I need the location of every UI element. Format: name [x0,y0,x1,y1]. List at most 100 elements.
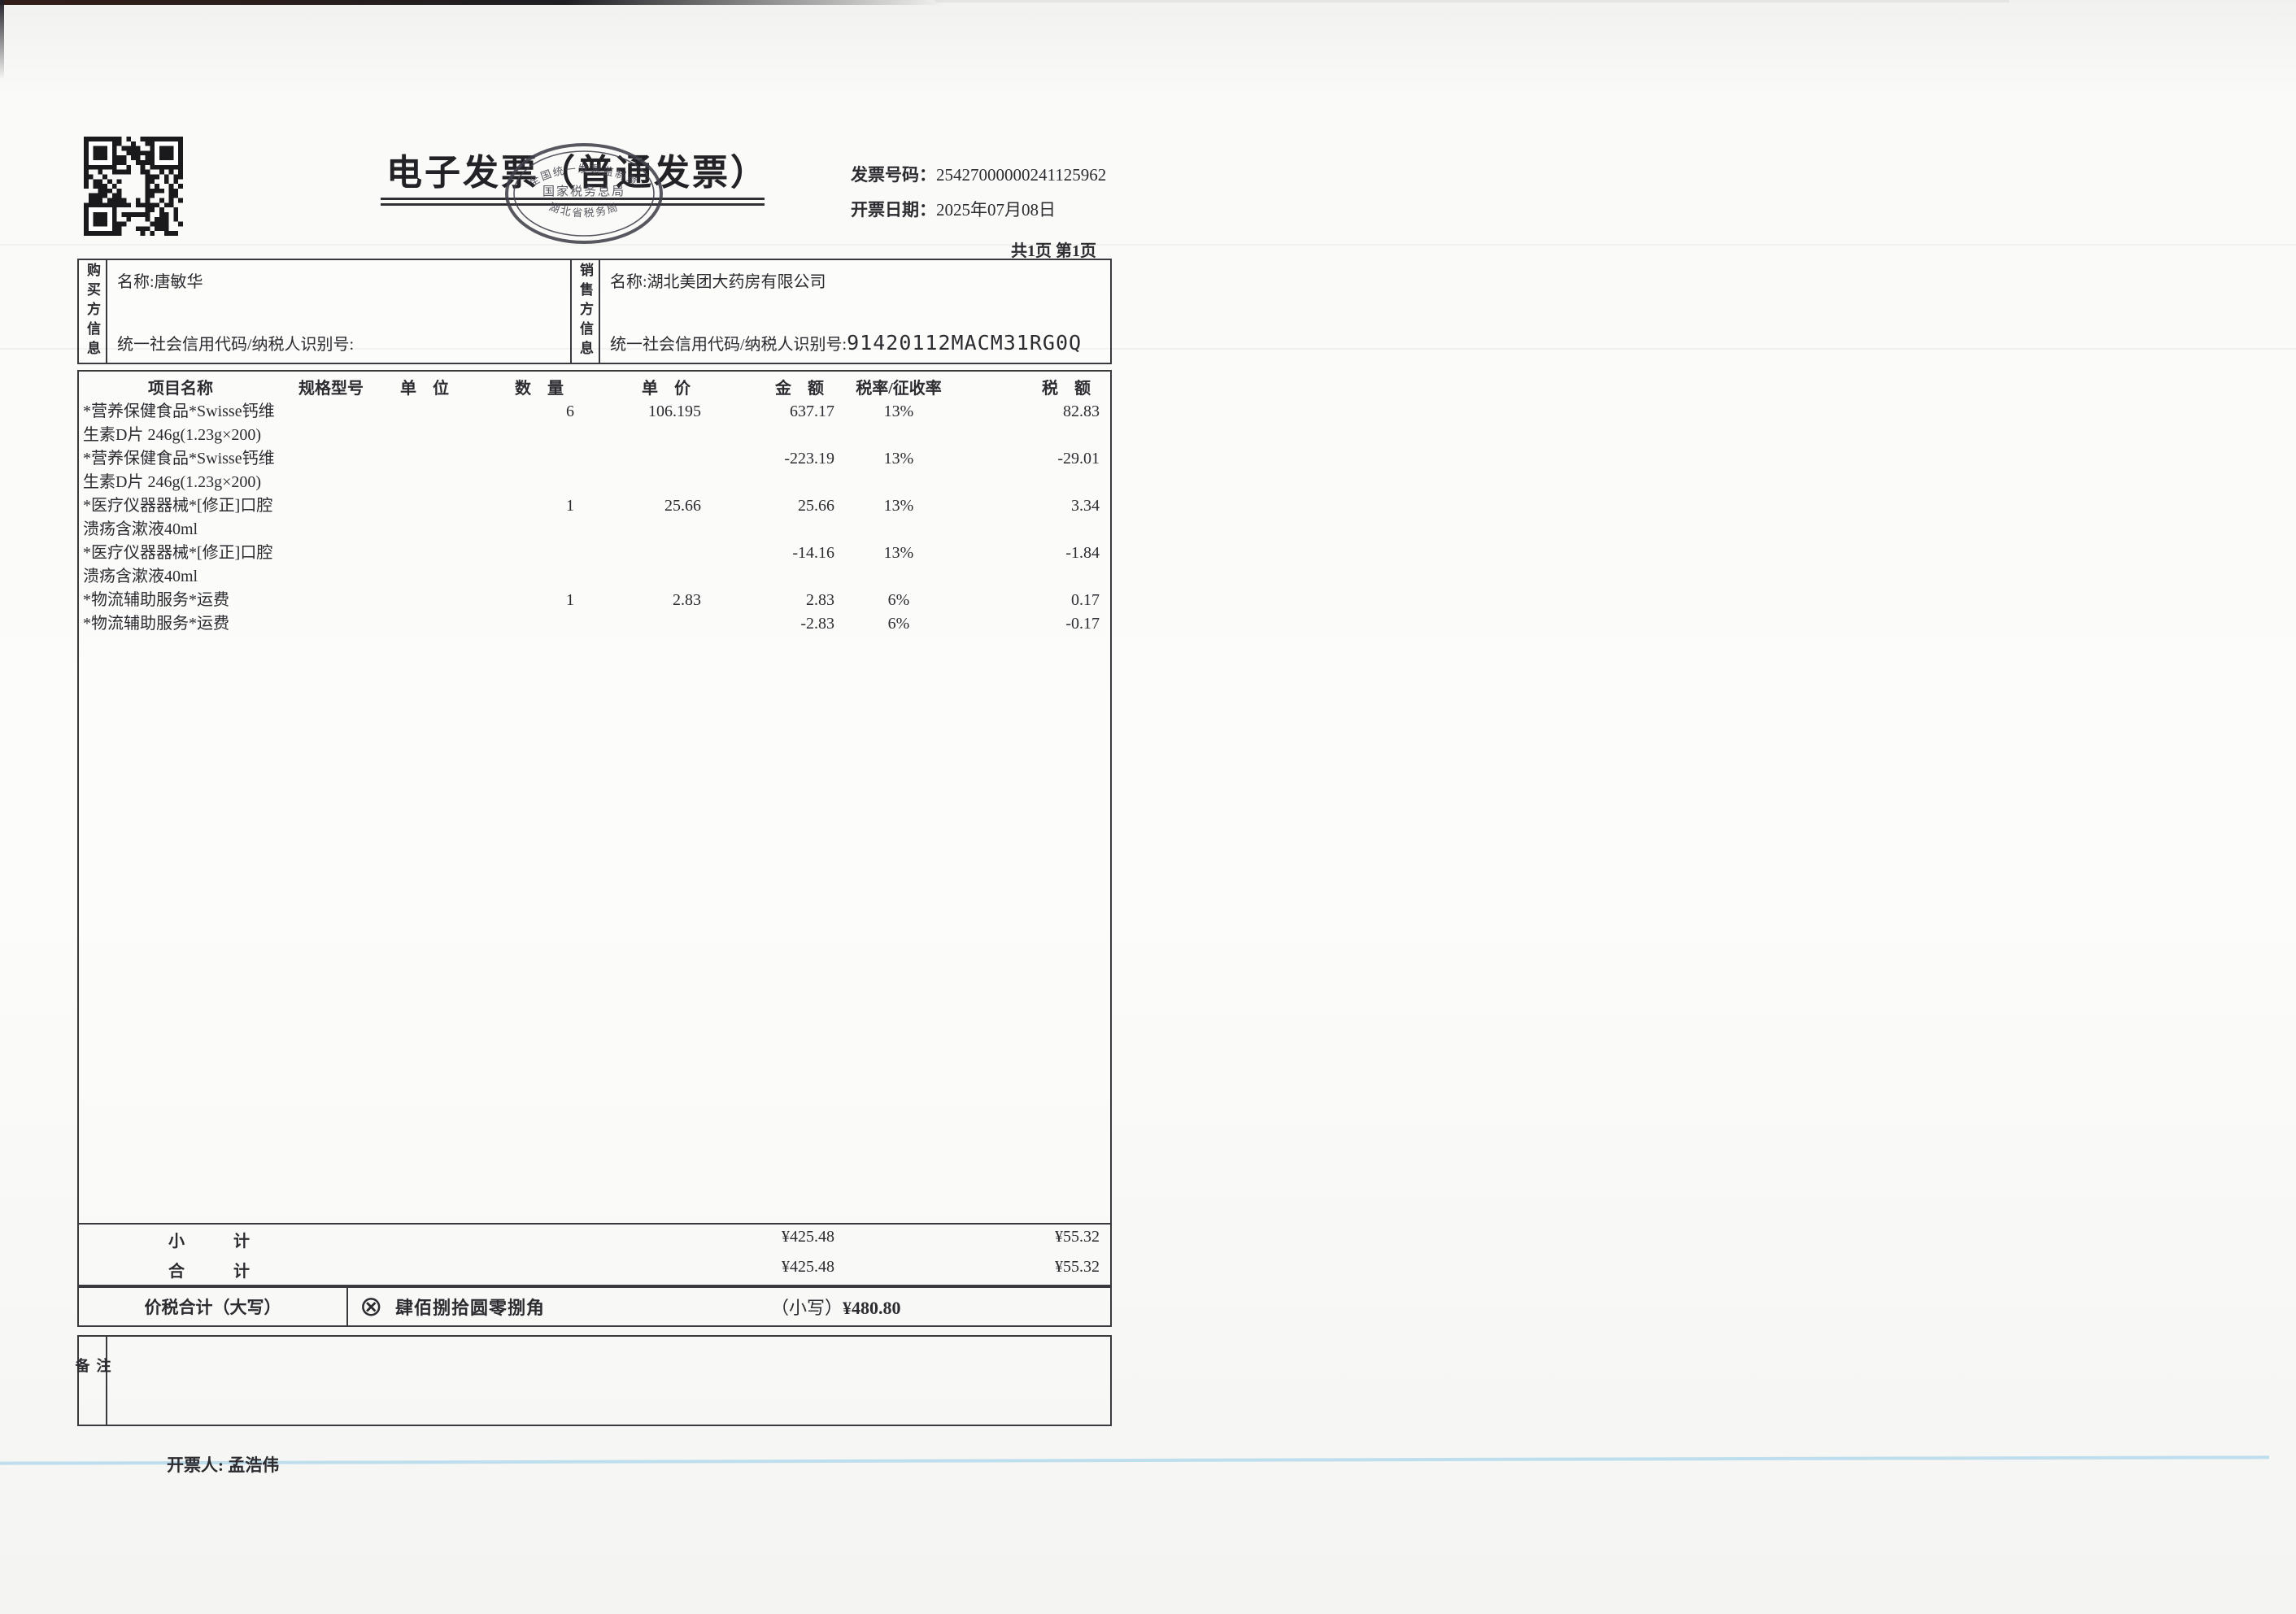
item-name: *医疗仪器器械*[修正]口腔溃疡含漱液40ml [83,544,273,585]
scan-edge-top-faint [935,0,2009,2]
item-tax-rate: 6% [887,591,910,609]
tax-supervision-stamp: 全国统一发票监制章 国家税务总局 湖北省税务局 [505,143,663,244]
header-amount: 金 额 [775,380,824,398]
item-name: *物流辅助服务*运费 [83,615,229,633]
item-tax-rate: 13% [883,450,914,468]
header-unit: 单 位 [400,380,449,398]
item-unit [380,400,469,447]
item-unit [380,612,469,636]
buyer-info: 名称:唐敏华 统一社会信用代码/纳税人识别号: [107,260,572,363]
seller-name-label: 名称: [610,273,647,291]
table-row: *营养保健食品*Swisse钙维生素D片 246g(1.23g×200) -22… [79,447,1110,494]
header-tax-amount: 税 额 [1042,380,1091,398]
item-price: 2.83 [673,591,701,609]
scan-edge-left [0,0,4,80]
grand-total-in-words: 肆佰捌拾圆零捌角 [395,1298,546,1318]
items-table-body: *营养保健食品*Swisse钙维生素D片 246g(1.23g×200) 6 1… [79,400,1110,636]
remark-label: 备注 [74,1337,111,1425]
item-name: *物流辅助服务*运费 [83,591,229,609]
table-row: *物流辅助服务*运费 -2.83 6% -0.17 [79,612,1110,636]
issuer-row: 开票人: 孟浩伟 [167,1452,279,1477]
seller-taxid-label: 统一社会信用代码/纳税人识别号: [610,336,847,354]
invoice-date-label: 开票日期： [851,200,936,220]
stamp-bottom-text: 湖北省税务局 [547,200,619,219]
buyer-panel-label: 购买方信息 [79,260,107,363]
item-price [576,447,703,494]
invoice-number-row: 发票号码：25427000000241125962 [851,162,1106,186]
invoice-number-label: 发票号码： [851,165,936,185]
item-unit [380,447,469,494]
header-qty: 数 量 [515,380,564,398]
item-amount: 25.66 [798,497,834,515]
subtotal-amount: ¥425.48 [782,1228,834,1246]
title-underline [381,198,765,200]
item-spec [282,612,380,636]
issuer-label: 开票人: [167,1455,224,1475]
item-qty [469,447,576,494]
grand-total-label: 价税合计（大写） [79,1288,348,1325]
grand-total-separator [79,1285,1110,1288]
item-tax-rate: 13% [883,402,914,420]
scan-blue-line-artifact [0,1455,2270,1465]
invoice-title: 电子发票（普通发票） [386,153,769,193]
subtotal-row: 小 计 ¥425.48 ¥55.32 [79,1225,1110,1255]
item-spec [282,589,380,612]
item-amount: -14.16 [792,544,834,562]
item-tax: -1.84 [1065,544,1100,562]
scan-band [0,348,2296,350]
total-tax: ¥55.32 [1055,1258,1100,1276]
items-table-header: 项目名称 规格型号 单 位 数 量 单 价 金 额 税率/征收率 税 额 [79,372,1110,398]
header-item-name: 项目名称 [148,380,213,398]
item-tax-rate: 13% [883,544,914,562]
item-amount: -2.83 [800,615,834,633]
item-tax-rate: 13% [883,497,914,515]
item-amount: 2.83 [806,591,834,609]
header-tax-rate: 税率/征收率 [856,380,942,398]
item-spec [282,542,380,589]
items-table: 项目名称 规格型号 单 位 数 量 单 价 金 额 税率/征收率 税 额 *营养… [77,370,1112,1327]
item-qty: 1 [566,497,574,515]
item-name: *营养保健食品*Swisse钙维生素D片 246g(1.23g×200) [83,402,275,444]
svg-text:湖北省税务局: 湖北省税务局 [547,200,621,219]
circle-x-icon: ⊗ [359,1290,383,1323]
item-tax: -29.01 [1057,450,1100,468]
item-amount: -223.19 [784,450,834,468]
table-row: *医疗仪器器械*[修正]口腔溃疡含漱液40ml -14.16 13% -1.84 [79,542,1110,589]
item-unit [380,542,469,589]
header-spec: 规格型号 [298,380,364,398]
item-spec [282,447,380,494]
item-price [576,612,703,636]
item-amount: 637.17 [790,402,834,420]
item-qty: 6 [566,402,574,420]
seller-name-value: 湖北美团大药房有限公司 [647,273,826,291]
buyer-name-value: 唐敏华 [154,273,203,291]
item-name: *营养保健食品*Swisse钙维生素D片 246g(1.23g×200) [83,450,275,491]
item-tax: 82.83 [1063,402,1100,420]
grand-total-row: 价税合计（大写） ⊗ 肆佰捌拾圆零捌角 （小写）¥480.80 [79,1288,1110,1325]
item-tax: 0.17 [1071,591,1100,609]
buyer-taxid-label: 统一社会信用代码/纳税人识别号: [117,336,355,354]
title-underline [381,203,765,206]
item-qty [469,542,576,589]
item-price: 106.195 [648,402,701,420]
item-price [576,542,703,589]
item-spec [282,400,380,447]
scan-band [0,244,2296,246]
item-unit [380,494,469,542]
item-tax-rate: 6% [887,615,910,633]
grand-value: ¥480.80 [843,1298,901,1318]
item-name: *医疗仪器器械*[修正]口腔溃疡含漱液40ml [83,497,273,538]
item-tax: 3.34 [1071,497,1100,515]
header-price: 单 价 [642,380,691,398]
item-unit [380,589,469,612]
table-row: *营养保健食品*Swisse钙维生素D片 246g(1.23g×200) 6 1… [79,400,1110,447]
seller-panel-label: 销售方信息 [570,260,600,363]
seller-taxid-value: 91420112MACM31RG0Q [847,331,1083,355]
grand-total-numeric: （小写）¥480.80 [771,1294,901,1320]
party-info-box: 购买方信息 名称:唐敏华 统一社会信用代码/纳税人识别号: 销售方信息 名称:湖… [77,259,1112,364]
item-qty [469,612,576,636]
issuer-name: 孟浩伟 [228,1455,280,1475]
stamp-center-text: 国家税务总局 [542,185,625,198]
grand-small-label: （小写） [771,1298,843,1318]
